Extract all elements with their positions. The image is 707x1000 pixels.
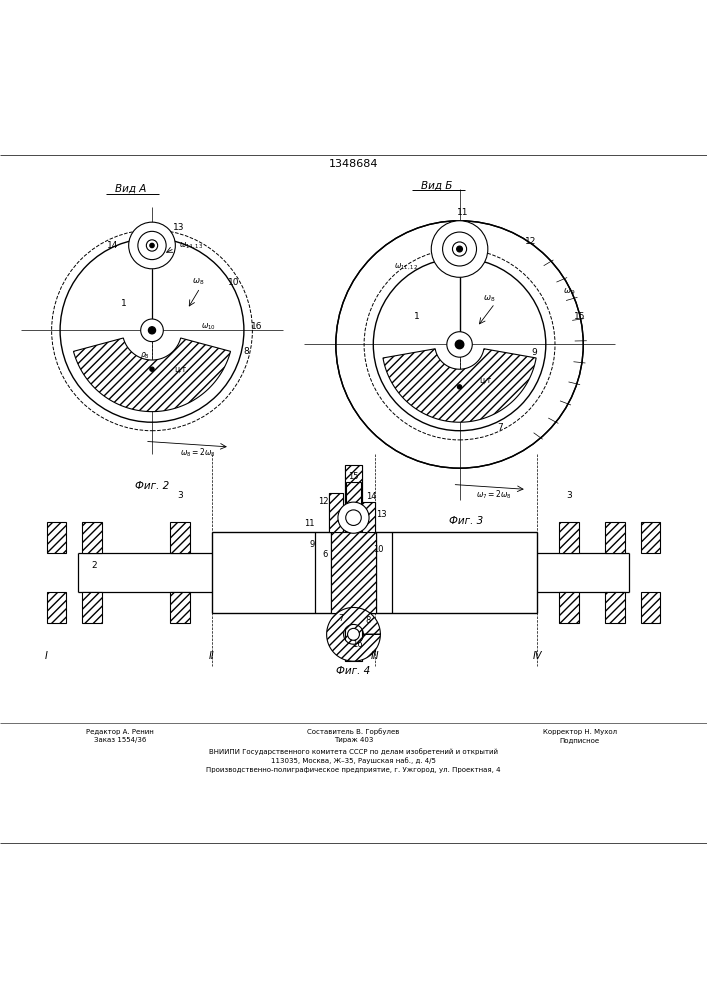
- Text: 12: 12: [525, 237, 536, 246]
- Text: Редактор А. Ренин: Редактор А. Ренин: [86, 729, 154, 735]
- Text: I: I: [45, 651, 47, 661]
- Text: Составитель В. Горбулев: Составитель В. Горбулев: [308, 728, 399, 735]
- Text: 16: 16: [351, 640, 363, 649]
- Text: $\omega_8=2\omega_8$: $\omega_8=2\omega_8$: [180, 446, 216, 459]
- Text: 14: 14: [107, 241, 119, 250]
- Text: 16: 16: [251, 322, 262, 331]
- Text: 10: 10: [373, 545, 383, 554]
- Circle shape: [431, 221, 488, 277]
- Circle shape: [348, 628, 359, 640]
- Polygon shape: [82, 522, 102, 553]
- Text: 6: 6: [322, 550, 328, 559]
- Text: 3: 3: [566, 491, 572, 500]
- Polygon shape: [345, 465, 362, 661]
- Circle shape: [138, 231, 166, 260]
- Circle shape: [457, 385, 462, 389]
- Text: ВНИИПИ Государственного комитета СССР по делам изобретений и открытий: ВНИИПИ Государственного комитета СССР по…: [209, 748, 498, 755]
- Text: $\omega_9$: $\omega_9$: [563, 286, 575, 297]
- Circle shape: [457, 246, 462, 252]
- Text: III: III: [370, 651, 379, 661]
- Text: 8: 8: [243, 347, 249, 356]
- Polygon shape: [346, 482, 361, 532]
- Polygon shape: [47, 522, 66, 553]
- Text: $\omega_{11,12}$: $\omega_{11,12}$: [395, 262, 419, 272]
- Text: Вид Б: Вид Б: [421, 180, 452, 190]
- Polygon shape: [605, 522, 625, 553]
- Text: 9: 9: [310, 540, 315, 549]
- Polygon shape: [170, 522, 190, 553]
- Polygon shape: [74, 338, 230, 412]
- Text: Фиг. 2: Фиг. 2: [135, 481, 169, 491]
- Circle shape: [141, 319, 163, 342]
- Text: 1348684: 1348684: [329, 159, 378, 169]
- Text: 7: 7: [498, 423, 503, 432]
- Text: Фиг. 3: Фиг. 3: [450, 516, 484, 526]
- Text: Фиг. 4: Фиг. 4: [337, 666, 370, 676]
- Text: 11: 11: [457, 208, 469, 217]
- Text: 14: 14: [366, 492, 376, 501]
- Text: 12: 12: [319, 497, 329, 506]
- Text: 13: 13: [173, 223, 185, 232]
- Polygon shape: [47, 592, 66, 623]
- Text: 15: 15: [574, 312, 585, 321]
- Circle shape: [150, 243, 154, 248]
- Text: $\omega_7=2\omega_8$: $\omega_7=2\omega_8$: [476, 488, 511, 501]
- Polygon shape: [641, 522, 660, 553]
- Circle shape: [150, 367, 154, 371]
- Text: 11: 11: [305, 519, 315, 528]
- Circle shape: [338, 502, 369, 533]
- Text: $\omega_8$: $\omega_8$: [192, 277, 204, 287]
- Text: Заказ 1554/36: Заказ 1554/36: [94, 737, 146, 743]
- Polygon shape: [641, 592, 660, 623]
- Text: $\omega_{14,13}$: $\omega_{14,13}$: [179, 241, 203, 251]
- Circle shape: [336, 221, 583, 468]
- Text: IV: IV: [532, 651, 542, 661]
- Text: 8: 8: [365, 616, 370, 625]
- Circle shape: [452, 242, 467, 256]
- Polygon shape: [327, 607, 380, 661]
- Text: 15: 15: [349, 472, 358, 481]
- Polygon shape: [170, 592, 190, 623]
- Polygon shape: [383, 349, 536, 422]
- Text: 1: 1: [414, 312, 420, 321]
- Text: 10: 10: [228, 278, 239, 287]
- Circle shape: [146, 240, 158, 251]
- Text: 1: 1: [121, 299, 127, 308]
- Text: ц.т.: ц.т.: [175, 365, 189, 374]
- Polygon shape: [82, 592, 102, 623]
- Circle shape: [455, 340, 464, 349]
- Text: 113035, Москва, Ж–35, Раушская наб., д. 4/5: 113035, Москва, Ж–35, Раушская наб., д. …: [271, 757, 436, 764]
- Text: Подписное: Подписное: [560, 737, 600, 743]
- Text: Производственно-полиграфическое предприятие, г. Ужгород, ул. Проектная, 4: Производственно-полиграфическое предприя…: [206, 767, 501, 773]
- Text: ц.т.: ц.т.: [479, 375, 493, 384]
- Polygon shape: [559, 592, 579, 623]
- Circle shape: [129, 222, 175, 269]
- Polygon shape: [559, 522, 579, 553]
- Text: $\omega_8$: $\omega_8$: [483, 293, 496, 304]
- Text: 13: 13: [376, 510, 387, 519]
- Text: 7: 7: [338, 614, 344, 623]
- Text: $\rho_8$: $\rho_8$: [140, 350, 150, 361]
- Circle shape: [148, 327, 156, 334]
- Text: II: II: [209, 651, 215, 661]
- Text: $\omega_{10}$: $\omega_{10}$: [201, 322, 216, 332]
- Polygon shape: [605, 592, 625, 623]
- Circle shape: [346, 510, 361, 525]
- Text: Вид А: Вид А: [115, 184, 146, 194]
- Circle shape: [447, 332, 472, 357]
- Text: 9: 9: [531, 348, 537, 357]
- Circle shape: [443, 232, 477, 266]
- Text: 2: 2: [91, 561, 97, 570]
- Polygon shape: [329, 493, 343, 532]
- Text: Тираж 403: Тираж 403: [334, 737, 373, 743]
- Polygon shape: [331, 532, 376, 613]
- Text: Корректор Н. Мухол: Корректор Н. Мухол: [543, 729, 617, 735]
- Text: 3: 3: [177, 491, 183, 500]
- Polygon shape: [362, 502, 375, 532]
